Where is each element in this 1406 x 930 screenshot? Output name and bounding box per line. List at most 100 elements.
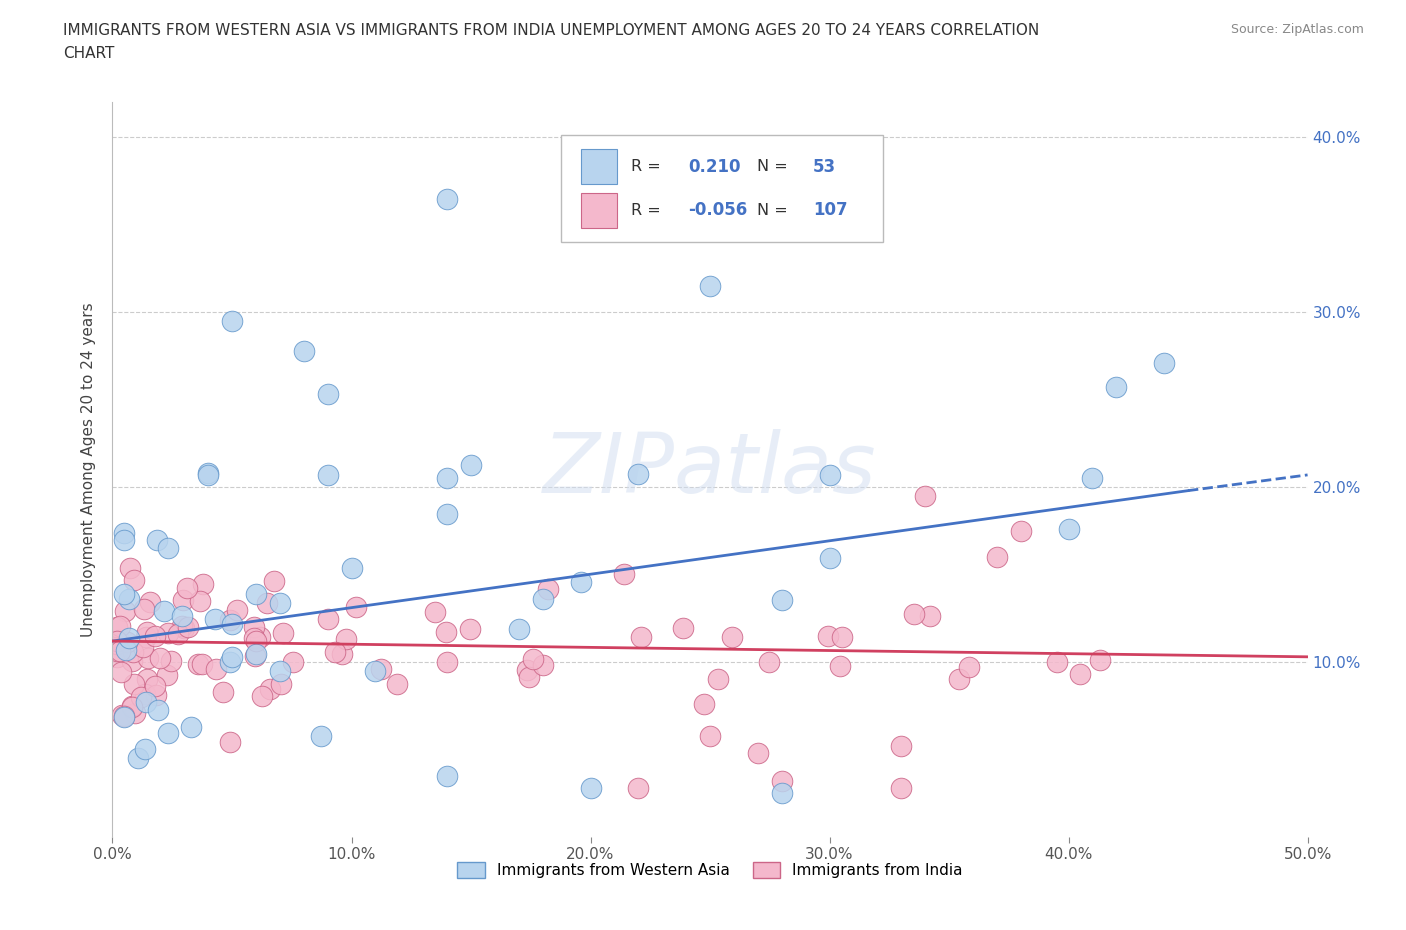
Point [522, 651, 544, 666]
Point [108, 644, 131, 658]
Point [120, 561, 142, 576]
Point [117, 631, 139, 645]
Point [370, 662, 392, 677]
Point [720, 630, 742, 644]
Point [176, 581, 198, 596]
Point [143, 679, 166, 694]
Point [243, 620, 266, 635]
Point [156, 540, 179, 555]
Point [242, 631, 264, 645]
Point [143, 629, 166, 644]
FancyBboxPatch shape [581, 193, 617, 228]
Point [436, 191, 458, 206]
Point [330, 647, 353, 662]
Point [436, 506, 458, 521]
Point [1057, 521, 1080, 536]
Point [129, 689, 152, 704]
Point [114, 710, 135, 724]
Point [245, 586, 267, 601]
Point [219, 613, 242, 628]
Point [166, 626, 188, 641]
Point [344, 600, 367, 615]
Point [114, 604, 136, 618]
Point [250, 688, 273, 703]
Point [134, 742, 156, 757]
Point [385, 677, 408, 692]
Point [627, 780, 650, 795]
Text: 53: 53 [813, 158, 837, 176]
Point [948, 671, 970, 686]
Point [1153, 356, 1175, 371]
Point [957, 659, 980, 674]
Text: IMMIGRANTS FROM WESTERN ASIA VS IMMIGRANTS FROM INDIA UNEMPLOYMENT AMONG AGES 20: IMMIGRANTS FROM WESTERN ASIA VS IMMIGRAN… [63, 23, 1039, 38]
Point [219, 655, 242, 670]
Point [243, 649, 266, 664]
Point [914, 488, 936, 503]
Point [221, 618, 243, 632]
Point [173, 621, 195, 636]
Point [531, 591, 554, 606]
Legend: Immigrants from Western Asia, Immigrants from India: Immigrants from Western Asia, Immigrants… [451, 857, 969, 884]
Point [205, 661, 228, 676]
Text: Source: ZipAtlas.com: Source: ZipAtlas.com [1230, 23, 1364, 36]
Point [423, 604, 446, 619]
Point [1046, 654, 1069, 669]
Point [579, 780, 602, 795]
Point [136, 671, 159, 686]
Text: R =: R = [631, 203, 661, 218]
Point [256, 595, 278, 610]
Point [269, 596, 291, 611]
Point [105, 650, 128, 665]
Point [127, 751, 149, 765]
Point [672, 620, 695, 635]
Point [110, 664, 132, 679]
Text: CHART: CHART [63, 46, 115, 61]
Point [226, 602, 249, 617]
FancyBboxPatch shape [561, 136, 883, 242]
Point [699, 728, 721, 743]
Point [115, 641, 138, 656]
Point [132, 601, 155, 616]
Text: R =: R = [631, 159, 661, 174]
Point [1010, 524, 1032, 538]
Point [517, 669, 540, 684]
Point [145, 687, 167, 702]
Point [221, 313, 243, 328]
Point [105, 619, 128, 634]
Point [108, 632, 131, 647]
Point [112, 709, 135, 724]
Point [436, 768, 458, 783]
Point [136, 624, 159, 639]
Point [132, 640, 155, 655]
Point [436, 624, 458, 639]
Point [105, 636, 128, 651]
Point [122, 644, 145, 659]
Point [245, 634, 267, 649]
Point [747, 746, 769, 761]
Point [818, 551, 841, 565]
Point [191, 657, 214, 671]
Point [114, 525, 135, 540]
Point [292, 343, 315, 358]
Point [122, 676, 145, 691]
Point [1069, 667, 1091, 682]
Point [114, 533, 135, 548]
Point [508, 621, 530, 636]
Point [1088, 653, 1111, 668]
Point [323, 644, 346, 659]
Point [155, 668, 177, 683]
Point [122, 573, 145, 588]
Point [172, 592, 194, 607]
Point [335, 631, 357, 646]
Text: 0.210: 0.210 [689, 158, 741, 176]
Point [177, 619, 200, 634]
Point [172, 609, 194, 624]
Point [627, 466, 650, 481]
Point [436, 471, 458, 485]
Point [281, 655, 304, 670]
Point [121, 700, 143, 715]
FancyBboxPatch shape [581, 149, 617, 184]
Point [460, 621, 482, 636]
Point [249, 630, 271, 644]
Text: ZIPatlas: ZIPatlas [543, 429, 877, 511]
